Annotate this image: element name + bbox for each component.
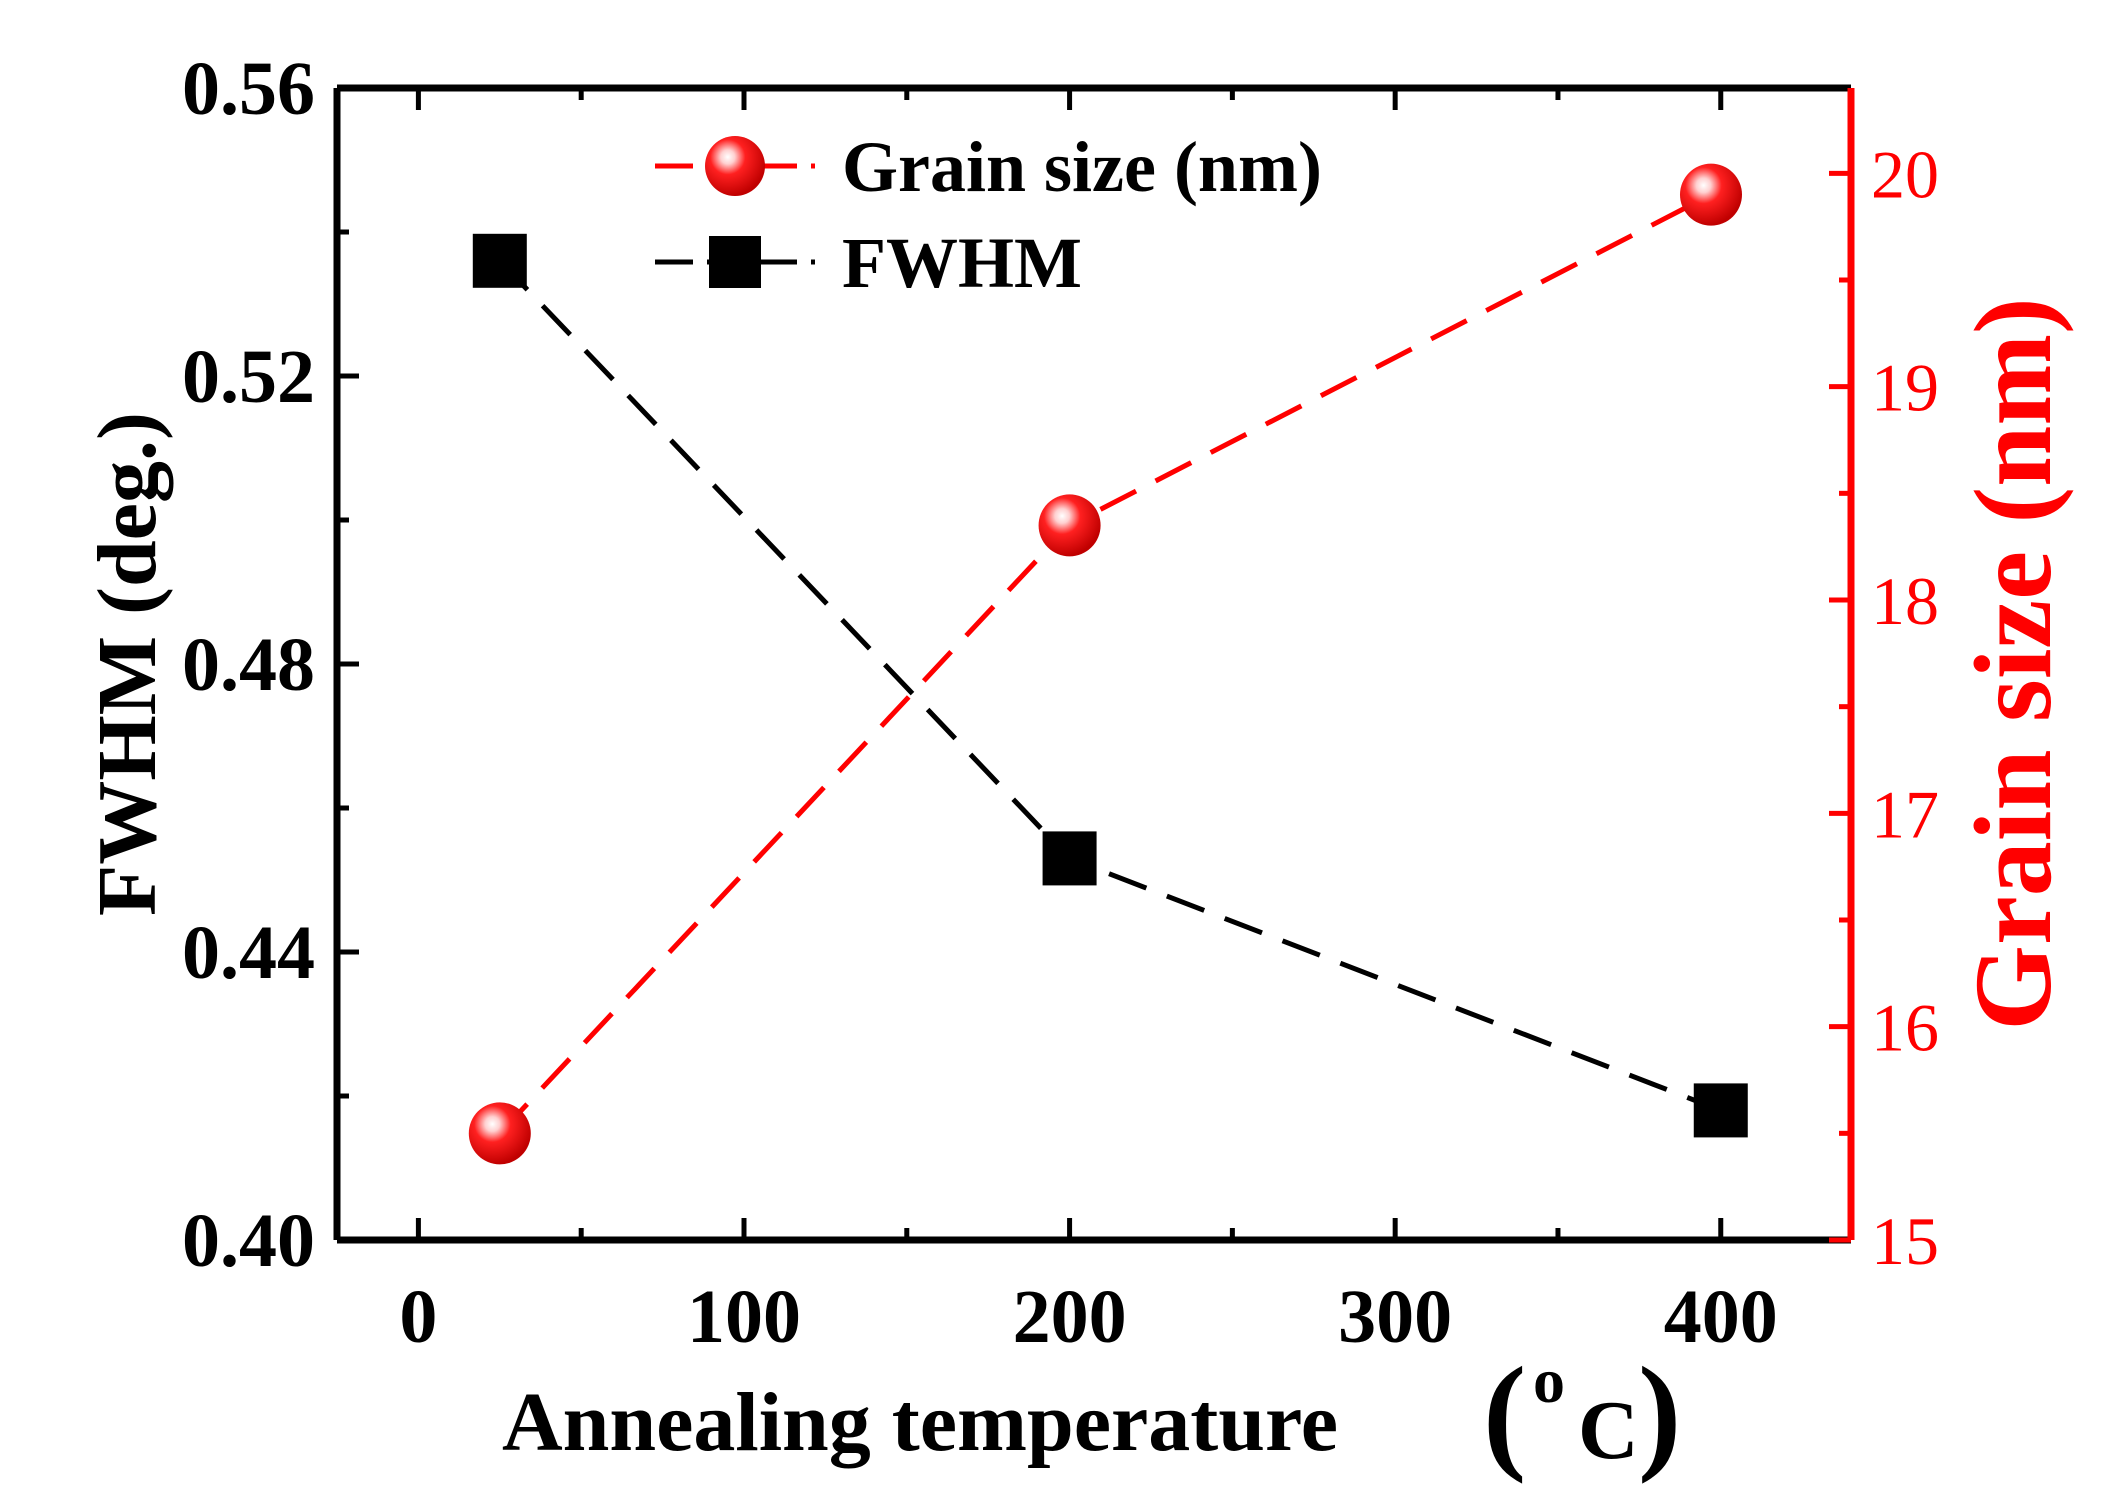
y2-tick-label: 20 [1871,136,1939,212]
fwhm-series-line [497,259,1722,1113]
y-axis-title: FWHM (deg.) [81,412,174,916]
y2-tick-label: 19 [1871,350,1939,426]
y-tick-label: 0.56 [182,47,315,131]
legend-grain-label: Grain size (nm) [842,127,1322,207]
grain-size-point [468,1102,531,1165]
y-axis-right-ticks: 15 16 17 18 19 20 [1829,136,1939,1279]
y2-tick-label: 17 [1871,776,1939,852]
x-axis-ticks: 0 100 200 300 400 [399,88,1778,1359]
legend-fwhm-label: FWHM [842,223,1082,303]
y2-axis-title: Grain size (nm) [1952,297,2074,1030]
legend-fwhm-marker [709,236,761,288]
x-tick-label: 100 [687,1275,801,1359]
y-axis-left-ticks: 0.40 0.44 0.48 0.52 0.56 [182,47,359,1283]
x-tick-label: 400 [1664,1275,1778,1359]
legend-grain-marker [705,136,765,196]
y-tick-label: 0.48 [182,623,315,707]
y2-tick-label: 18 [1871,563,1939,639]
x-axis-unit-degree: o [1533,1345,1565,1416]
y2-tick-label: 15 [1871,1203,1939,1279]
y2-tick-label: 16 [1871,990,1939,1066]
grain-size-series-line [497,192,1713,1136]
x-tick-label: 300 [1338,1275,1452,1359]
x-tick-label: 0 [399,1275,437,1359]
x-axis-title: Annealing temperature ( o C ) [502,1341,1681,1485]
legend: Grain size (nm) FWHM [655,127,1322,303]
x-axis-unit-open-paren: ( [1483,1341,1526,1485]
y-tick-label: 0.40 [182,1199,315,1283]
y-tick-label: 0.52 [182,335,315,419]
x-axis-unit-letter: C [1578,1384,1639,1477]
grain-size-point [1679,163,1742,226]
fwhm-point [472,233,527,288]
y-tick-label: 0.44 [182,911,315,995]
fwhm-point [1042,831,1097,886]
x-axis-unit-close-paren: ) [1638,1341,1681,1485]
series-layer [468,163,1748,1165]
x-axis-title-text: Annealing temperature [502,1376,1338,1469]
fwhm-point [1693,1083,1748,1138]
grain-size-point [1038,494,1101,557]
x-tick-label: 200 [1013,1275,1127,1359]
